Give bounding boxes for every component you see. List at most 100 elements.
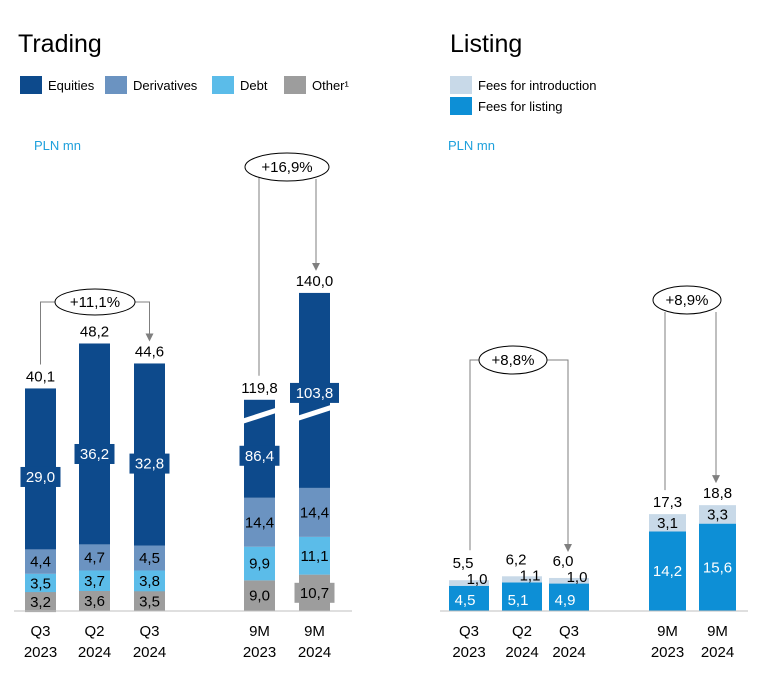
axis-break-9m-2023 (240, 407, 279, 425)
data-label-box-equities-9m-2024 (290, 382, 339, 403)
x-tick-9m-2023-line2: 2023 (651, 644, 684, 661)
data-label-derivatives-q3-2023: 4,4 (30, 554, 51, 571)
total-label-q3-2024: 44,6 (135, 343, 164, 360)
listing-chart: 4,51,05,5Q320235,11,16,2Q220244,91,06,0Q… (440, 285, 748, 661)
data-label-debt-9m-2024: 11,1 (300, 548, 328, 565)
legend-label-other: Other¹ (312, 77, 349, 93)
x-tick-q3-2024-line2: 2024 (552, 644, 585, 661)
total-label-9m-2024: 18,8 (703, 485, 732, 502)
data-label-fees-for-listing-9m-2023: 14,2 (653, 563, 682, 580)
growth-annotation-9m-bubble (244, 152, 330, 182)
x-tick-q2-2024-line1: Q2 (84, 623, 104, 640)
x-tick-q3-2024-line1: Q3 (559, 623, 579, 640)
growth-annotation-9m-label: +16,9% (261, 159, 312, 176)
data-label-debt-9m-2023: 9,9 (249, 556, 270, 573)
data-label-fees-for-listing-q2-2024: 5,1 (508, 592, 529, 609)
bar-fees-for-introduction-9m-2023 (649, 514, 686, 532)
x-tick-9m-2024-line2: 2024 (298, 644, 331, 661)
growth-annotation-quarter-left-connector (40, 301, 55, 365)
x-tick-9m-2024-line2: 2024 (701, 644, 734, 661)
data-label-box-equities-q3-2023 (20, 466, 61, 487)
x-tick-q2-2024-line2: 2024 (505, 644, 538, 661)
bar-fees-for-listing-q2-2024 (502, 582, 542, 611)
legend-swatch-equities (20, 76, 42, 94)
listing-growth-quarter-left-connector (469, 359, 479, 551)
bar-derivatives-9m-2024 (299, 487, 330, 537)
data-label-equities-9m-2023: 86,4 (245, 448, 274, 465)
bar-debt-q3-2023 (25, 573, 56, 594)
growth-annotation-quarter-label: +11,1% (70, 294, 120, 311)
legend-item-fees-introduction: Fees for introduction (450, 76, 597, 94)
legend-swatch-fees-listing (450, 97, 472, 115)
total-label-q3-2023: 40,1 (26, 368, 55, 385)
trading-title: Trading (18, 30, 102, 58)
data-label-fees-for-introduction-9m-2023: 3,1 (657, 515, 678, 532)
bar-derivatives-q3-2023 (25, 549, 56, 574)
legend-label-equities: Equities (48, 77, 95, 93)
legend-item-fees-listing: Fees for listing (450, 97, 563, 115)
bar-fees-for-listing-q3-2024 (549, 583, 589, 611)
data-label-fees-for-introduction-q3-2023: 1,0 (467, 571, 488, 588)
listing-growth-quarter-label: +8,8% (492, 352, 535, 369)
data-label-debt-q2-2024: 3,7 (84, 573, 105, 590)
total-label-9m-2023: 119,8 (241, 380, 277, 397)
bar-derivatives-q3-2024 (134, 545, 165, 571)
legend-label-debt: Debt (240, 77, 268, 93)
data-label-equities-q2-2024: 36,2 (80, 446, 109, 463)
bar-debt-9m-2024 (299, 536, 330, 575)
data-label-box-equities-q3-2024 (129, 453, 170, 474)
total-label-q3-2023: 5,5 (453, 555, 474, 572)
legend-item-other: Other¹ (284, 76, 349, 94)
legend-label-derivatives: Derivatives (133, 77, 198, 93)
listing-growth-9m-label: +8,9% (666, 292, 709, 309)
x-tick-q3-2024-line2: 2024 (133, 644, 166, 661)
data-label-fees-for-listing-9m-2024: 15,6 (703, 559, 732, 576)
bar-fees-for-introduction-q3-2024 (549, 577, 589, 584)
data-label-debt-q3-2024: 3,8 (139, 573, 160, 590)
growth-annotation-quarter-right-connector (135, 301, 154, 342)
data-label-other-9m-2024: 10,7 (300, 585, 329, 602)
legend-swatch-other (284, 76, 306, 94)
x-tick-q3-2024-line1: Q3 (139, 623, 159, 640)
legend-item-equities: Equities (20, 76, 94, 94)
data-label-box-equities-9m-2023 (239, 445, 280, 466)
data-label-box-other-q2-2024 (79, 591, 110, 612)
data-label-box-other-9m-2024 (294, 582, 335, 603)
total-label-q2-2024: 48,2 (80, 323, 109, 340)
bar-debt-9m-2023 (244, 546, 275, 581)
data-label-derivatives-q2-2024: 4,7 (84, 549, 105, 566)
listing-growth-quarter-right-connector (547, 359, 572, 552)
x-tick-q2-2024-line2: 2024 (78, 644, 111, 661)
data-label-fees-for-introduction-q2-2024: 1,1 (520, 567, 541, 584)
axis-break-9m-2024 (295, 404, 334, 422)
data-label-derivatives-9m-2024: 14,4 (300, 504, 329, 521)
listing-unit: PLN mn (448, 138, 495, 153)
legend-swatch-fees-introduction (450, 76, 472, 94)
x-tick-q3-2023-line1: Q3 (459, 623, 479, 640)
data-label-fees-for-introduction-q3-2024: 1,0 (567, 569, 588, 586)
bar-debt-q2-2024 (79, 570, 110, 592)
legend-label-fees-listing: Fees for listing (478, 98, 563, 114)
x-tick-9m-2024-line1: 9M (304, 623, 325, 640)
x-tick-9m-2023-line1: 9M (657, 623, 678, 640)
data-label-debt-q3-2023: 3,5 (30, 576, 51, 593)
bar-derivatives-q2-2024 (79, 544, 110, 571)
trading-unit: PLN mn (34, 138, 81, 153)
trading-chart: 3,23,54,429,040,1Q320233,63,74,736,248,2… (14, 152, 352, 661)
growth-annotation-quarter-bubble (54, 288, 136, 316)
total-label-9m-2024: 140,0 (296, 273, 334, 290)
x-tick-9m-2024-line1: 9M (707, 623, 728, 640)
data-label-other-9m-2023: 9,0 (249, 588, 270, 605)
legend-label-fees-introduction: Fees for introduction (478, 77, 597, 93)
data-label-equities-q3-2024: 32,8 (135, 456, 164, 473)
data-label-box-other-9m-2023 (244, 585, 275, 606)
listing-growth-quarter-bubble (478, 345, 548, 375)
legend-swatch-derivatives (105, 76, 127, 94)
data-label-box-equities-q2-2024 (74, 443, 115, 464)
data-label-box-other-q3-2023 (25, 592, 56, 613)
data-label-fees-for-listing-q3-2023: 4,5 (455, 592, 476, 609)
bar-fees-for-listing-9m-2023 (649, 531, 686, 611)
legend-swatch-debt (212, 76, 234, 94)
x-tick-q2-2024-line1: Q2 (512, 623, 532, 640)
